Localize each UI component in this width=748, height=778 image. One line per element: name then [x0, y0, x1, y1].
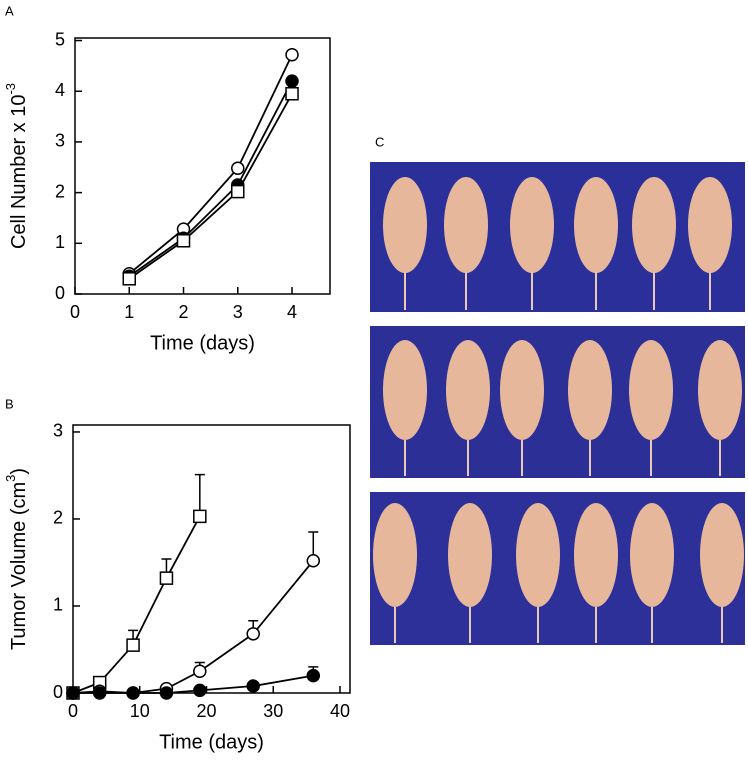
marker [176, 234, 191, 248]
y-tick-label: 2 [55, 181, 65, 201]
plot-frame [74, 37, 331, 295]
marker [285, 87, 299, 101]
marker [306, 553, 321, 568]
y-tick-label: 0 [55, 283, 65, 303]
y-tick-label: 1 [55, 232, 65, 252]
x-tick-label: 0 [70, 302, 80, 322]
photo-panel [370, 162, 745, 645]
y-tick-label: 5 [55, 29, 65, 49]
y-tick-label: 1 [53, 595, 63, 615]
panel-label: B [5, 396, 14, 411]
y-tick-label: 4 [55, 80, 65, 100]
marker [231, 184, 245, 199]
x-tick-label: 1 [124, 302, 134, 322]
marker [92, 686, 107, 700]
marker [246, 679, 260, 693]
y-axis-label-suffix: ) [8, 468, 30, 475]
x-tick-label: 3 [233, 302, 243, 322]
series-line [128, 54, 293, 275]
x-axis-label: Time (days) [159, 731, 264, 753]
marker [126, 686, 140, 700]
y-axis-label-superscript: 3 [3, 475, 18, 482]
photo [370, 162, 745, 312]
error-bar [194, 473, 205, 517]
marker [193, 509, 207, 524]
x-tick-label: 30 [263, 701, 283, 721]
marker [306, 668, 321, 683]
y-tick-label: 0 [53, 682, 63, 702]
photo [370, 326, 745, 478]
series-line [128, 80, 293, 277]
x-tick-label: 10 [130, 701, 150, 721]
marker [231, 161, 245, 176]
x-tick-label: 2 [179, 302, 189, 322]
panel-label: C [375, 134, 384, 149]
y-axis-label-text: Cell Number x 10 [8, 95, 30, 250]
y-tick-label: 3 [55, 131, 65, 151]
y-axis-label-superscript: -3 [3, 83, 18, 95]
marker [285, 74, 299, 88]
panel-label: A [5, 3, 14, 18]
tails [394, 272, 723, 643]
mice [373, 177, 744, 607]
marker [159, 686, 174, 700]
x-tick-label: 20 [196, 701, 216, 721]
marker [122, 272, 137, 286]
marker [193, 683, 207, 698]
x-tick-label: 0 [68, 701, 78, 721]
marker [126, 638, 140, 652]
series-line [128, 93, 293, 280]
y-tick-label: 2 [53, 508, 63, 528]
y-tick-label: 3 [53, 421, 63, 441]
marker [159, 571, 174, 585]
marker [66, 686, 80, 700]
marker [246, 627, 260, 641]
plot-frame [72, 424, 351, 694]
y-axis-label-text: Tumor Volume (cm [8, 482, 30, 650]
x-tick-label: 40 [330, 701, 350, 721]
x-axis-label: Time (days) [150, 332, 255, 354]
y-axis-label: Tumor Volume (cm3) [3, 468, 30, 650]
marker [285, 47, 299, 62]
x-tick-label: 4 [287, 302, 297, 322]
marker [193, 664, 207, 678]
y-axis-label: Cell Number x 10-3 [3, 83, 30, 249]
